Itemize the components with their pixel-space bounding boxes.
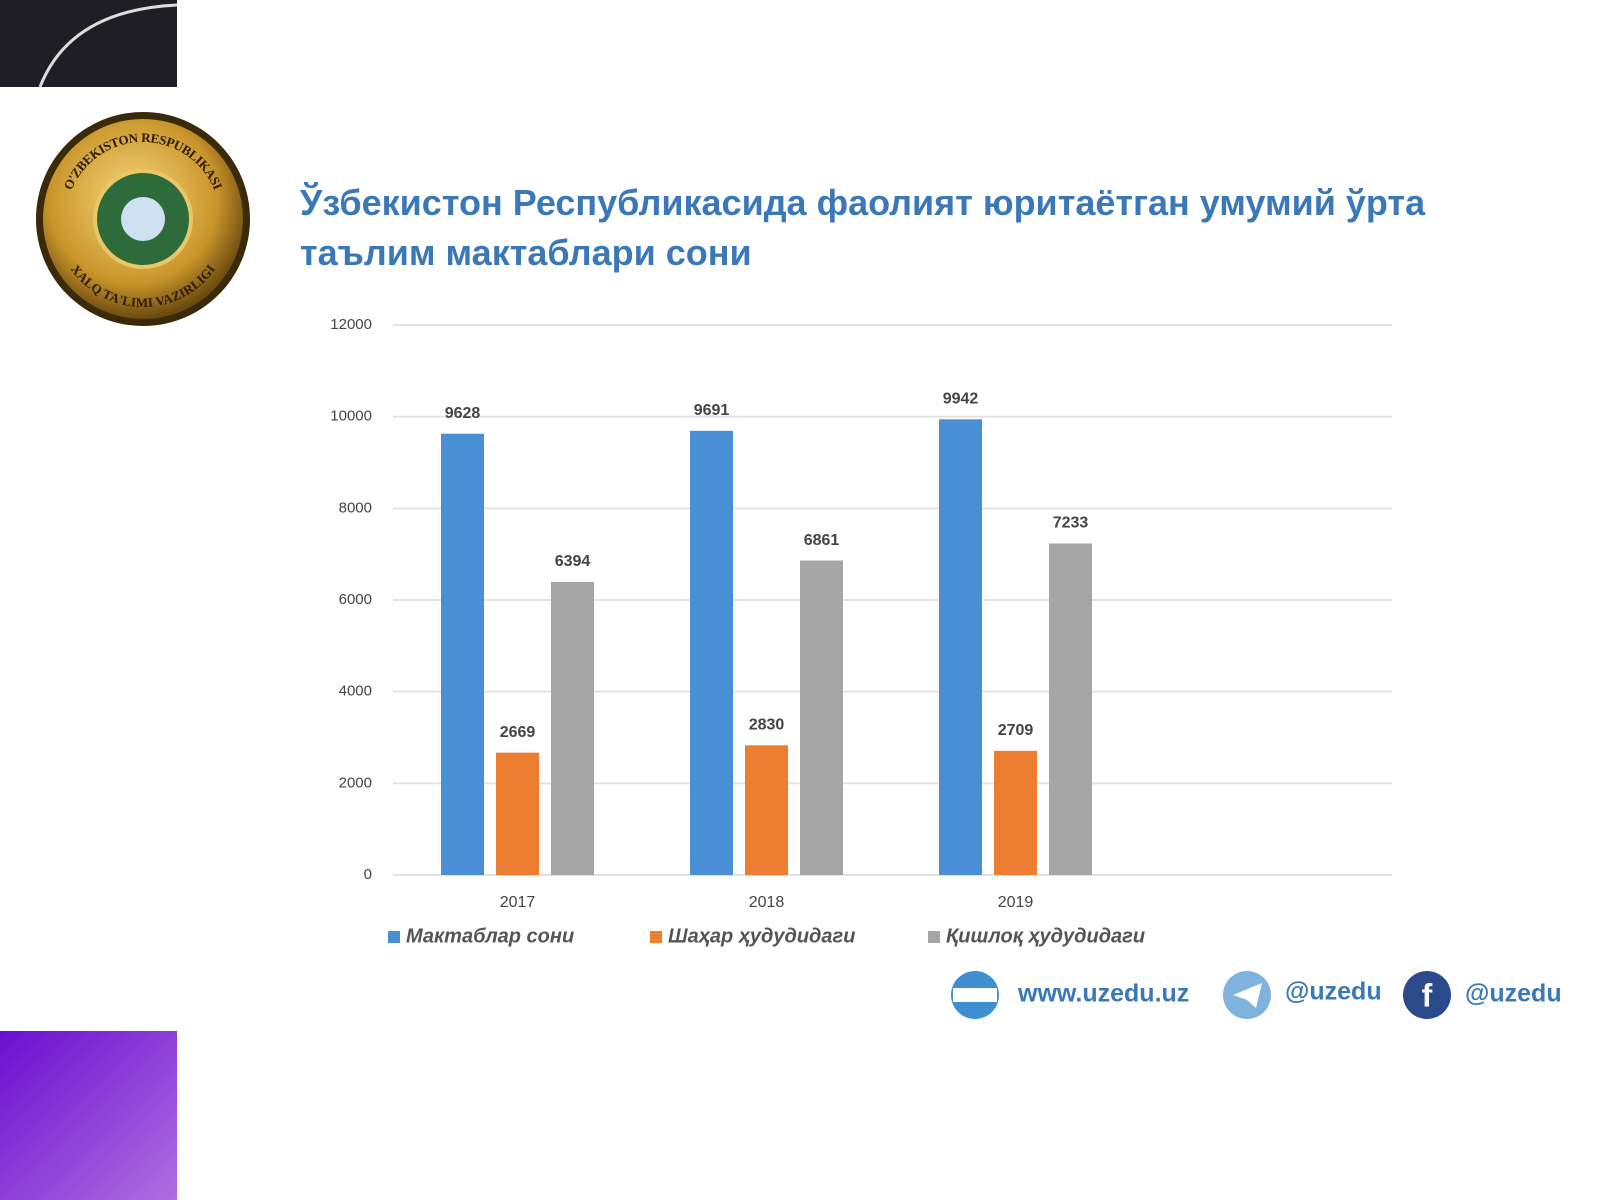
data-label: 6861 xyxy=(804,532,840,549)
legend-swatch xyxy=(650,931,662,943)
y-tick-label: 6000 xyxy=(339,591,372,608)
bar xyxy=(800,560,843,875)
data-label: 9691 xyxy=(694,402,730,419)
data-label: 2669 xyxy=(500,724,536,741)
data-label: 9942 xyxy=(943,391,979,408)
bar xyxy=(690,430,733,875)
x-tick-label: 2017 xyxy=(500,894,536,911)
data-label: 6394 xyxy=(555,553,591,570)
y-tick-label: 0 xyxy=(364,866,372,883)
data-label: 2709 xyxy=(998,722,1034,739)
data-label: 9628 xyxy=(445,405,481,422)
y-tick-label: 4000 xyxy=(339,683,372,700)
bar xyxy=(939,419,982,875)
y-tick-label: 8000 xyxy=(339,499,372,516)
corner-decoration xyxy=(0,0,177,87)
website: www.uzedu.uz xyxy=(1017,980,1189,1008)
footer: www.uzedu.uz @uzedu f @uzedu xyxy=(951,971,1562,1019)
bar xyxy=(994,750,1037,875)
facebook-f: f xyxy=(1422,977,1433,1013)
bar xyxy=(551,581,594,875)
bar xyxy=(745,745,788,875)
corner-curve xyxy=(38,3,178,88)
x-tick-label: 2018 xyxy=(749,894,785,911)
bar xyxy=(441,433,484,875)
y-tick-label: 12000 xyxy=(330,316,372,333)
bar xyxy=(496,752,539,875)
y-tick-label: 2000 xyxy=(339,774,372,791)
facebook: @uzedu xyxy=(1465,980,1562,1008)
legend-label: Мактаблар сони xyxy=(406,925,574,947)
legend-label: Қишлоқ ҳудудидаги xyxy=(946,925,1145,947)
x-tick-label: 2019 xyxy=(998,894,1034,911)
telegram: @uzedu xyxy=(1285,978,1382,1006)
web-icon-band xyxy=(953,988,997,1002)
bar xyxy=(1049,543,1092,875)
facebook-icon xyxy=(1403,971,1451,1019)
y-tick-label: 10000 xyxy=(330,408,372,425)
legend-swatch xyxy=(388,931,400,943)
legend-label: Шаҳар ҳудудидаги xyxy=(668,925,855,947)
data-label: 7233 xyxy=(1053,515,1089,532)
chart-title: Ўзбекистон Республикасида фаолият юритаё… xyxy=(300,182,1426,274)
emblem: O'ZBEKISTON RESPUBLIKASI XALQ TA'LIMI VA… xyxy=(36,112,250,326)
legend-swatch xyxy=(928,931,940,943)
data-label: 2830 xyxy=(749,717,785,734)
telegram-plane xyxy=(1233,983,1262,1008)
corner-decoration xyxy=(0,1031,177,1200)
